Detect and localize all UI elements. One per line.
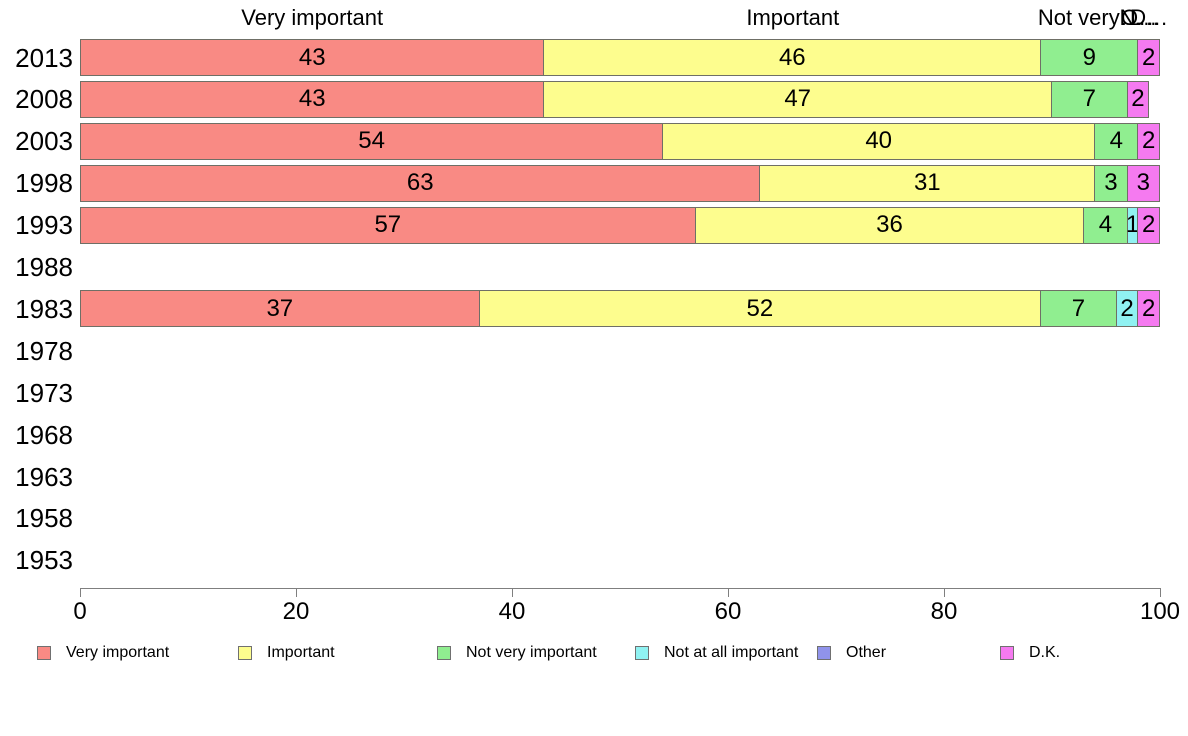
bar-segment-very-important-1998: 63 (80, 164, 761, 202)
bar-segment-not-very-important-2008: 7 (1051, 80, 1128, 118)
bar-segment-d-k-1993: 2 (1137, 206, 1160, 244)
legend-swatch-important (238, 646, 252, 660)
bar-segment-not-at-all-important-1993: 1 (1125, 206, 1140, 244)
y-axis-label-1983: 1983 (15, 293, 73, 324)
x-tick-label-80: 80 (930, 598, 958, 625)
bar-segment-d-k-2013: 2 (1137, 39, 1160, 76)
x-axis-line (80, 588, 1161, 589)
y-axis-label-1993: 1993 (15, 210, 73, 241)
bar-segment-important-2003: 40 (662, 122, 1096, 160)
x-tick-20 (296, 588, 297, 597)
legend-label-not-at-all-important: Not at all important (664, 644, 799, 661)
legend-swatch-not-at-all-important (635, 646, 649, 660)
value-label: 2 (1131, 85, 1145, 113)
bar-segment-not-very-important-2003: 4 (1094, 122, 1139, 160)
value-label: 4 (1098, 211, 1113, 239)
y-axis-label-2013: 2013 (15, 42, 73, 73)
column-header-not-very: Not very… (1037, 5, 1142, 30)
value-label: 3 (1104, 169, 1118, 197)
value-label: 46 (778, 43, 806, 71)
x-tick-80 (944, 588, 945, 597)
y-axis-label-1953: 1953 (15, 545, 73, 576)
x-tick-40 (512, 588, 513, 597)
bar-segment-not-very-important-1998: 3 (1094, 164, 1128, 202)
legend-label-important: Important (267, 644, 335, 661)
value-label: 3 (1136, 169, 1150, 197)
legend-label-other: Other (846, 644, 887, 661)
bar-segment-d-k-1983: 2 (1137, 290, 1160, 328)
column-header-o: O… (1120, 5, 1161, 30)
y-axis-label-1968: 1968 (15, 419, 73, 450)
x-tick-label-100: 100 (1139, 598, 1181, 625)
value-label: 2 (1142, 294, 1156, 322)
bar-segment-very-important-1993: 57 (80, 206, 696, 244)
y-axis-label-2003: 2003 (15, 126, 73, 157)
bar-segment-not-very-important-2013: 9 (1040, 39, 1139, 76)
value-label: 43 (298, 85, 326, 113)
legend-label-d-k: D.K. (1029, 644, 1061, 661)
x-tick-0 (80, 588, 81, 597)
y-axis-label-1963: 1963 (15, 461, 73, 492)
value-label: 43 (298, 43, 326, 71)
legend-label-very-important: Very important (66, 644, 170, 661)
bar-segment-very-important-2008: 43 (80, 80, 545, 118)
column-header-d: D… (1130, 5, 1169, 30)
x-tick-60 (728, 588, 729, 597)
value-label: 54 (358, 127, 385, 155)
value-label: 7 (1071, 294, 1086, 322)
bar-segment-important-2013: 46 (543, 39, 1042, 76)
bar-segment-d-k-1998: 3 (1126, 164, 1160, 202)
x-tick-label-40: 40 (498, 598, 526, 625)
bar-segment-very-important-1983: 37 (80, 290, 480, 328)
y-axis-label-1988: 1988 (15, 252, 73, 282)
column-header-important: Important (746, 5, 840, 30)
bar-segment-important-1998: 31 (759, 164, 1096, 202)
y-axis-label-2008: 2008 (15, 84, 73, 115)
bar-segment-important-1983: 52 (478, 290, 1042, 328)
legend-swatch-other (817, 646, 831, 660)
value-label: 40 (865, 127, 893, 155)
x-tick-label-20: 20 (282, 598, 310, 625)
legend-label-not-very-important: Not very important (466, 644, 597, 661)
bar-segment-d-k-2008: 2 (1126, 80, 1150, 118)
value-label: 1 (1125, 211, 1140, 239)
bar-segment-very-important-2013: 43 (80, 39, 545, 76)
y-axis-label-1973: 1973 (15, 377, 73, 408)
value-label: 7 (1082, 85, 1096, 113)
y-axis-label-1978: 1978 (15, 335, 73, 366)
legend-swatch-not-very-important (437, 646, 451, 660)
bar-segment-very-important-2003: 54 (80, 122, 664, 160)
value-label: 47 (784, 85, 812, 113)
bar-segment-not-very-important-1983: 7 (1040, 290, 1117, 328)
x-tick-100 (1160, 588, 1161, 597)
bar-segment-not-very-important-1993: 4 (1083, 206, 1128, 244)
value-label: 57 (374, 211, 402, 239)
bar-segment-important-1993: 36 (694, 206, 1085, 244)
column-header-n: N… (1119, 5, 1158, 30)
value-label: 2 (1120, 294, 1134, 322)
value-label: 2 (1142, 43, 1156, 71)
legend-swatch-d-k (1000, 646, 1014, 660)
column-header-very-important: Very important (241, 5, 384, 30)
value-label: 63 (406, 169, 434, 197)
x-tick-label-60: 60 (714, 598, 742, 625)
bar-segment-important-2008: 47 (543, 80, 1052, 118)
y-axis-label-1958: 1958 (15, 503, 73, 534)
y-axis-label-1998: 1998 (15, 168, 73, 199)
value-label: 37 (266, 294, 294, 322)
value-label: 31 (913, 169, 941, 197)
value-label: 52 (746, 294, 774, 322)
bar-segment-d-k-2003: 2 (1137, 122, 1160, 160)
bar-segment-not-at-all-important-1983: 2 (1115, 290, 1139, 328)
value-label: 9 (1082, 43, 1096, 71)
x-tick-label-0: 0 (73, 598, 87, 625)
value-label: 4 (1109, 127, 1123, 155)
legend-swatch-very-important (37, 646, 51, 660)
value-label: 2 (1142, 127, 1156, 155)
value-label: 2 (1142, 211, 1156, 239)
value-label: 36 (876, 211, 903, 239)
